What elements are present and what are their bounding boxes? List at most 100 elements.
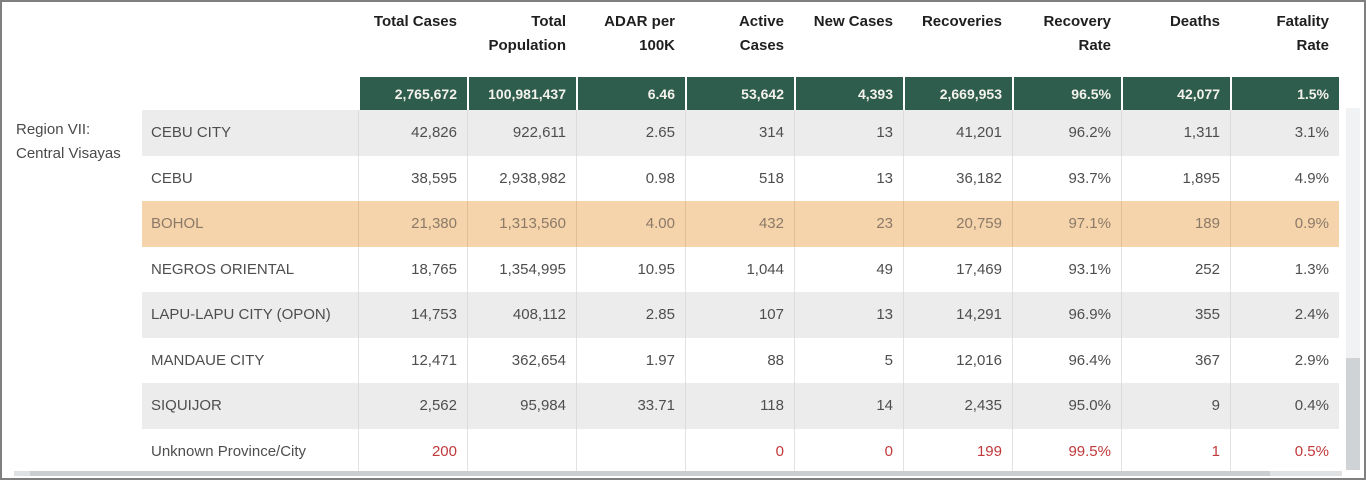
value-cell[interactable]: 252 xyxy=(1121,246,1230,292)
value-cell[interactable]: 97.1% xyxy=(1012,201,1121,247)
value-cell[interactable]: 14 xyxy=(794,383,903,429)
value-cell[interactable]: 49 xyxy=(794,246,903,292)
value-cell[interactable]: 2,562 xyxy=(358,383,467,429)
value-cell[interactable]: 314 xyxy=(685,110,794,156)
value-cell[interactable]: 408,112 xyxy=(467,292,576,338)
value-cell[interactable]: 0.98 xyxy=(576,155,685,201)
value-cell[interactable]: 95.0% xyxy=(1012,383,1121,429)
province-cell[interactable]: BOHOL xyxy=(142,201,358,247)
value-cell[interactable]: 93.1% xyxy=(1012,246,1121,292)
value-cell[interactable] xyxy=(467,428,576,474)
province-cell[interactable]: LAPU-LAPU CITY (OPON) xyxy=(142,292,358,338)
column-header-adar-per-100k[interactable]: ADAR per 100K xyxy=(604,13,675,54)
province-cell[interactable]: CEBU CITY xyxy=(142,110,358,156)
value-cell[interactable]: 9 xyxy=(1121,383,1230,429)
value-cell[interactable]: 14,753 xyxy=(358,292,467,338)
value-cell[interactable]: 0 xyxy=(794,428,903,474)
value-cell[interactable]: 2,938,982 xyxy=(467,155,576,201)
value-cell[interactable]: 96.9% xyxy=(1012,292,1121,338)
value-cell[interactable]: 13 xyxy=(794,155,903,201)
province-cell[interactable]: SIQUIJOR xyxy=(142,383,358,429)
value-cell[interactable]: 5 xyxy=(794,337,903,383)
value-cell[interactable]: 118 xyxy=(685,383,794,429)
column-header-total-population[interactable]: Total Population xyxy=(488,13,567,54)
value-cell[interactable]: 200 xyxy=(358,428,467,474)
value-cell[interactable]: 189 xyxy=(1121,201,1230,247)
value-cell[interactable]: 2.4% xyxy=(1230,292,1339,338)
value-cell[interactable]: 33.71 xyxy=(576,383,685,429)
recovery-rate-total[interactable]: 96.5% xyxy=(1012,77,1121,110)
value-cell[interactable]: 38,595 xyxy=(358,155,467,201)
value-cell[interactable]: 18,765 xyxy=(358,246,467,292)
horizontal-scrollbar-track[interactable] xyxy=(14,471,1342,476)
region-row-header[interactable]: Region VII: Central Visayas xyxy=(16,121,121,162)
column-header-new-cases[interactable]: New Cases xyxy=(813,13,893,30)
value-cell[interactable]: 95,984 xyxy=(467,383,576,429)
fatality-rate-total[interactable]: 1.5% xyxy=(1230,77,1339,110)
value-cell[interactable]: 1 xyxy=(1121,428,1230,474)
column-header-active-cases[interactable]: Active Cases xyxy=(738,13,784,54)
province-cell[interactable]: Unknown Province/City xyxy=(151,442,307,460)
column-header-recoveries[interactable]: Recoveries xyxy=(921,13,1002,30)
value-cell[interactable]: 12,016 xyxy=(903,337,1012,383)
value-cell[interactable]: 93.7% xyxy=(1012,155,1121,201)
value-cell[interactable]: 20,759 xyxy=(903,201,1012,247)
value-cell[interactable]: 12,471 xyxy=(358,337,467,383)
column-header-total-cases[interactable]: Total Cases xyxy=(373,13,457,30)
new-cases-total[interactable]: 4,393 xyxy=(794,77,903,110)
value-cell[interactable]: 88 xyxy=(685,337,794,383)
total-cases-total[interactable]: 2,765,672 xyxy=(358,77,467,110)
recoveries-total[interactable]: 2,669,953 xyxy=(903,77,1012,110)
value-cell[interactable]: 1.97 xyxy=(576,337,685,383)
value-cell[interactable]: 13 xyxy=(794,292,903,338)
value-cell[interactable]: 1,311 xyxy=(1121,110,1230,156)
value-cell[interactable]: 0 xyxy=(685,428,794,474)
value-cell[interactable]: 2.9% xyxy=(1230,337,1339,383)
value-cell[interactable] xyxy=(576,428,685,474)
horizontal-scrollbar-thumb[interactable] xyxy=(30,471,1270,476)
province-cell[interactable]: NEGROS ORIENTAL xyxy=(151,260,295,278)
value-cell[interactable]: 367 xyxy=(1121,337,1230,383)
value-cell[interactable]: 17,469 xyxy=(903,246,1012,292)
value-cell[interactable]: 0.5% xyxy=(1230,428,1339,474)
value-cell[interactable]: 432 xyxy=(685,201,794,247)
column-header-recovery-rate[interactable]: Recovery Rate xyxy=(1043,13,1111,54)
value-cell[interactable]: 99.5% xyxy=(1012,428,1121,474)
deaths-total[interactable]: 42,077 xyxy=(1121,77,1230,110)
value-cell[interactable]: 13 xyxy=(794,110,903,156)
value-cell[interactable]: 2,435 xyxy=(903,383,1012,429)
value-cell[interactable]: 1,895 xyxy=(1121,155,1230,201)
value-cell[interactable]: 922,611 xyxy=(467,110,576,156)
value-cell[interactable]: 107 xyxy=(685,292,794,338)
value-cell[interactable]: 199 xyxy=(903,428,1012,474)
value-cell[interactable]: 518 xyxy=(685,155,794,201)
value-cell[interactable]: 4.9% xyxy=(1230,155,1339,201)
value-cell[interactable]: 96.4% xyxy=(1012,337,1121,383)
value-cell[interactable]: 355 xyxy=(1121,292,1230,338)
value-cell[interactable]: 21,380 xyxy=(358,201,467,247)
province-cell[interactable]: CEBU xyxy=(151,169,193,187)
province-cell[interactable]: MANDAUE CITY xyxy=(151,351,265,369)
value-cell[interactable]: 23 xyxy=(794,201,903,247)
value-cell[interactable]: 362,654 xyxy=(467,337,576,383)
column-header-deaths[interactable]: Deaths xyxy=(1169,13,1220,30)
vertical-scrollbar-track[interactable] xyxy=(1346,108,1360,470)
value-cell[interactable]: 10.95 xyxy=(576,246,685,292)
value-cell[interactable]: 2.85 xyxy=(576,292,685,338)
value-cell[interactable]: 1,354,995 xyxy=(467,246,576,292)
adar-total[interactable]: 6.46 xyxy=(576,77,685,110)
value-cell[interactable]: 1,313,560 xyxy=(467,201,576,247)
value-cell[interactable]: 41,201 xyxy=(903,110,1012,156)
active-cases-total[interactable]: 53,642 xyxy=(685,77,794,110)
value-cell[interactable]: 14,291 xyxy=(903,292,1012,338)
column-header-fatality-rate[interactable]: Fatality Rate xyxy=(1276,13,1329,54)
value-cell[interactable]: 0.4% xyxy=(1230,383,1339,429)
value-cell[interactable]: 42,826 xyxy=(358,110,467,156)
value-cell[interactable]: 1.3% xyxy=(1230,246,1339,292)
value-cell[interactable]: 0.9% xyxy=(1230,201,1339,247)
value-cell[interactable]: 4.00 xyxy=(576,201,685,247)
value-cell[interactable]: 1,044 xyxy=(685,246,794,292)
value-cell[interactable]: 96.2% xyxy=(1012,110,1121,156)
total-population-total[interactable]: 100,981,437 xyxy=(467,77,576,110)
vertical-scrollbar-thumb[interactable] xyxy=(1346,358,1360,470)
